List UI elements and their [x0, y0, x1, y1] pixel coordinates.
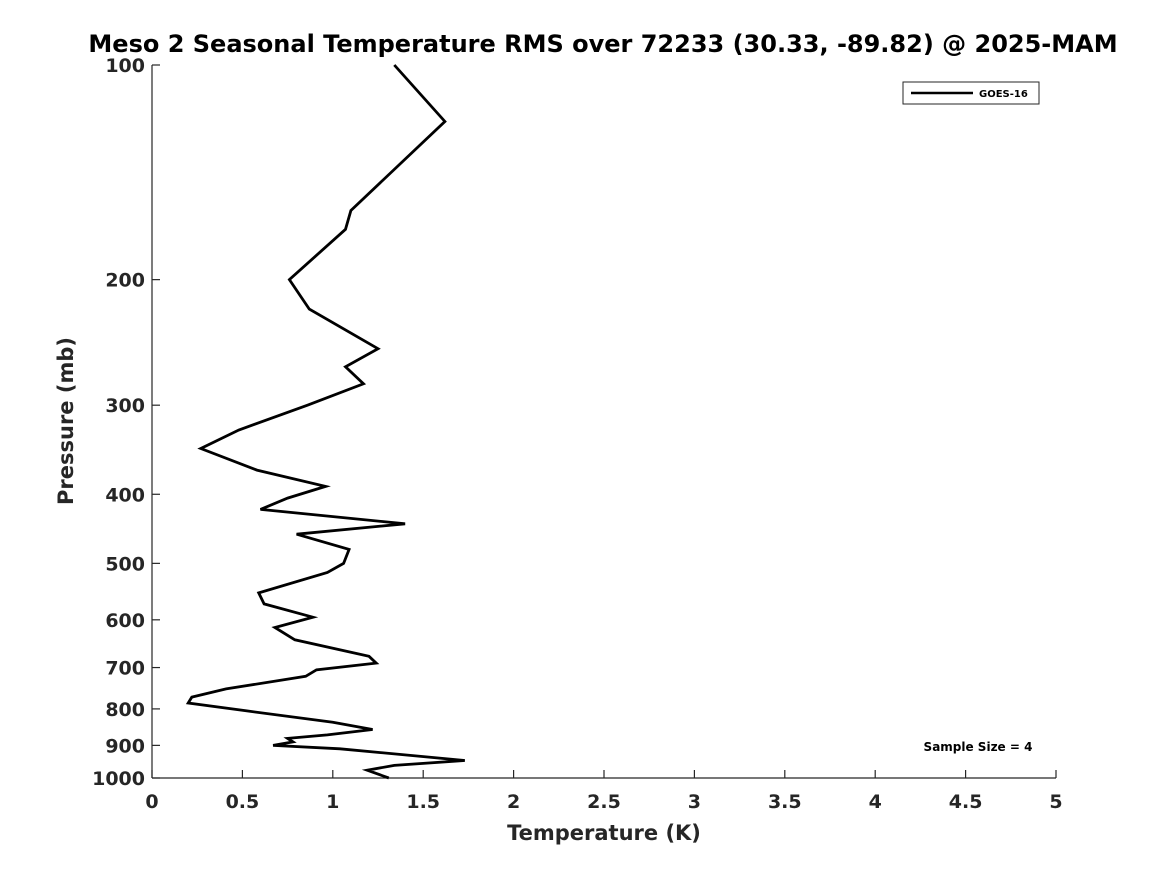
x-tick-label: 3	[688, 791, 701, 813]
sample-size-annotation: Sample Size = 4	[924, 740, 1033, 754]
x-tick-label: 1.5	[406, 791, 440, 813]
legend: GOES-16	[902, 81, 1040, 105]
y-axis-label: Pressure (mb)	[54, 337, 78, 505]
y-tick-label: 700	[105, 658, 145, 680]
x-tick-label: 3.5	[768, 791, 802, 813]
y-tick-label: 400	[105, 484, 145, 506]
y-tick-label: 600	[105, 610, 145, 632]
x-tick-label: 1	[326, 791, 339, 813]
y-tick-label: 200	[105, 270, 145, 292]
y-tick-label: 100	[105, 55, 145, 77]
x-tick-label: 4	[869, 791, 882, 813]
series-line-goes-16	[185, 64, 465, 780]
x-tick-label: 0.5	[226, 791, 260, 813]
x-axis-ticks: 0 0.5 1 1.5 2 2.5 3 3.5 4 4.5 5	[145, 770, 1063, 813]
x-tick-label: 4.5	[949, 791, 983, 813]
y-tick-label: 900	[105, 735, 145, 757]
x-tick-label: 2.5	[587, 791, 621, 813]
y-tick-label: 800	[105, 699, 145, 721]
x-axis-label: Temperature (K)	[507, 821, 701, 845]
series-layer	[185, 64, 465, 780]
y-tick-label: 1000	[92, 768, 145, 790]
chart-title: Meso 2 Seasonal Temperature RMS over 722…	[88, 30, 1117, 58]
legend-entry-goes-16: GOES-16	[979, 89, 1028, 100]
y-tick-label: 300	[105, 395, 145, 417]
x-tick-label: 0	[145, 791, 158, 813]
plot-area: 0 0.5 1 1.5 2 2.5 3 3.5 4 4.5 5 100 200 300 400 500 600…	[92, 55, 1063, 813]
y-axis-ticks: 100 200 300 400 500 600 700 800 900 1000	[92, 55, 160, 790]
x-tick-label: 5	[1049, 791, 1062, 813]
y-tick-label: 500	[105, 553, 145, 575]
x-tick-label: 2	[507, 791, 520, 813]
